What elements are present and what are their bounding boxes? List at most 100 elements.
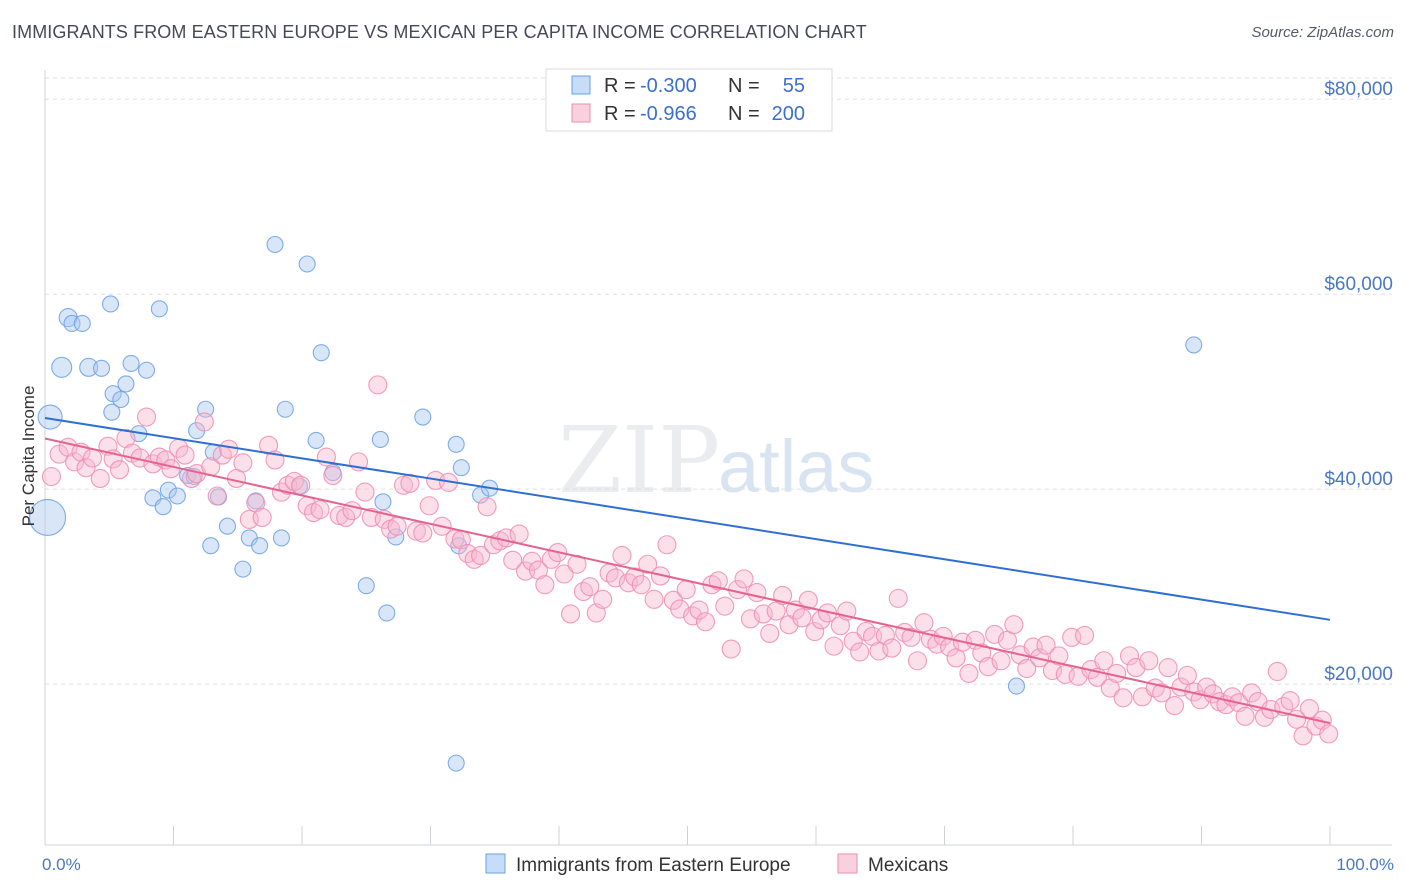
point-mexicans: [1094, 651, 1114, 671]
point-eastern-europe: [247, 492, 265, 510]
watermark-zip: ZIP: [558, 407, 720, 514]
legend-bottom-label-blue: Immigrants from Eastern Europe: [516, 855, 791, 876]
point-mexicans: [792, 608, 812, 628]
point-mexicans: [573, 581, 593, 602]
point-mexicans: [1017, 659, 1037, 679]
point-eastern-europe: [137, 361, 156, 379]
point-mexicans: [580, 577, 600, 597]
point-mexicans: [676, 580, 696, 600]
point-mexicans: [978, 657, 998, 677]
y-tick-label: $80,000: [1324, 79, 1393, 100]
point-mexicans: [310, 500, 330, 520]
point-mexicans: [368, 375, 388, 395]
point-eastern-europe: [122, 354, 140, 372]
point-eastern-europe: [357, 577, 375, 595]
point-mexicans: [1280, 691, 1300, 711]
point-mexicans: [901, 627, 921, 647]
point-mexicans: [503, 550, 523, 570]
point-mexicans: [612, 545, 632, 566]
point-mexicans: [1139, 651, 1159, 671]
point-mexicans: [657, 535, 677, 555]
point-eastern-europe: [447, 435, 465, 453]
point-mexicans: [41, 466, 61, 487]
point-mexicans: [1107, 663, 1127, 683]
legend-r-label: R =: [604, 75, 636, 97]
point-mexicans: [219, 439, 239, 459]
point-mexicans: [387, 516, 407, 536]
point-mexicans: [991, 651, 1011, 671]
point-mexicans: [740, 609, 761, 629]
point-mexicans: [888, 588, 908, 608]
point-eastern-europe: [1185, 336, 1203, 354]
point-mexicans: [1152, 683, 1172, 703]
y-axis-label: Per Capita Income: [19, 386, 38, 527]
point-mexicans: [136, 407, 157, 427]
trend-lines: [44, 417, 1331, 725]
point-eastern-europe: [37, 404, 63, 430]
point-mexicans: [593, 589, 613, 609]
point-mexicans: [509, 524, 529, 544]
trend-line-mexicans: [44, 437, 1331, 725]
point-mexicans: [644, 589, 664, 609]
point-mexicans: [631, 575, 651, 595]
point-mexicans: [1113, 688, 1133, 708]
point-eastern-europe: [374, 493, 392, 511]
point-eastern-europe: [378, 604, 396, 622]
point-eastern-europe: [168, 487, 186, 505]
point-eastern-europe: [266, 235, 284, 254]
point-mexicans: [535, 575, 555, 595]
point-mexicans: [194, 412, 214, 432]
x-tick-label-right: 100.0%: [1336, 855, 1394, 874]
point-eastern-europe: [452, 459, 470, 477]
point-mexicans: [323, 465, 343, 486]
point-eastern-europe: [92, 359, 111, 377]
point-mexicans: [856, 621, 876, 642]
legend-bottom-label-pink: Mexicans: [868, 855, 948, 876]
point-mexicans: [914, 613, 934, 633]
y-tick-labels: $20,000 $40,000 $60,000 $80,000: [1324, 79, 1393, 685]
point-mexicans: [1004, 615, 1024, 635]
legend-r-value: -0.966: [640, 103, 697, 125]
point-mexicans: [805, 621, 825, 642]
chart-title: IMMIGRANTS FROM EASTERN EUROPE VS MEXICA…: [12, 22, 867, 42]
point-mexicans: [567, 554, 587, 574]
point-mexicans: [1049, 646, 1069, 666]
point-mexicans: [625, 567, 645, 587]
point-mexicans: [1075, 625, 1095, 645]
point-eastern-europe: [447, 754, 465, 772]
point-mexicans: [708, 571, 728, 591]
point-eastern-europe: [272, 529, 290, 547]
y-tick-label: $60,000: [1324, 274, 1393, 295]
legend-bottom: Immigrants from Eastern Europe Mexicans: [485, 853, 948, 876]
point-eastern-europe: [276, 400, 294, 418]
point-mexicans: [1177, 665, 1197, 685]
point-eastern-europe: [154, 498, 172, 516]
legend-swatch-pink: [571, 103, 591, 123]
point-eastern-europe: [63, 314, 81, 333]
point-mexicans: [477, 497, 497, 517]
point-mexicans: [1293, 726, 1313, 746]
point-eastern-europe: [234, 560, 252, 578]
point-mexicans: [985, 624, 1005, 644]
point-eastern-europe: [159, 481, 177, 499]
point-mexicans: [1267, 661, 1287, 682]
point-mexicans: [798, 590, 818, 610]
point-eastern-europe: [79, 357, 99, 377]
point-mexicans: [413, 523, 433, 543]
legend-r-label: R =: [604, 103, 636, 125]
point-mexicans: [959, 663, 979, 683]
legend-n-value: 200: [772, 103, 805, 125]
point-mexicans: [1299, 698, 1319, 719]
point-eastern-europe: [101, 295, 120, 313]
point-mexicans: [734, 569, 754, 589]
y-tick-label: $20,000: [1324, 664, 1393, 685]
point-mexicans: [90, 468, 110, 489]
point-mexicans: [695, 612, 716, 632]
point-mexicans: [252, 507, 272, 528]
point-eastern-europe: [103, 403, 121, 421]
source-label: Source: ZipAtlas.com: [1251, 24, 1394, 41]
point-mexicans: [109, 460, 130, 480]
watermark-atlas: atlas: [718, 425, 874, 508]
point-eastern-europe: [202, 537, 220, 555]
